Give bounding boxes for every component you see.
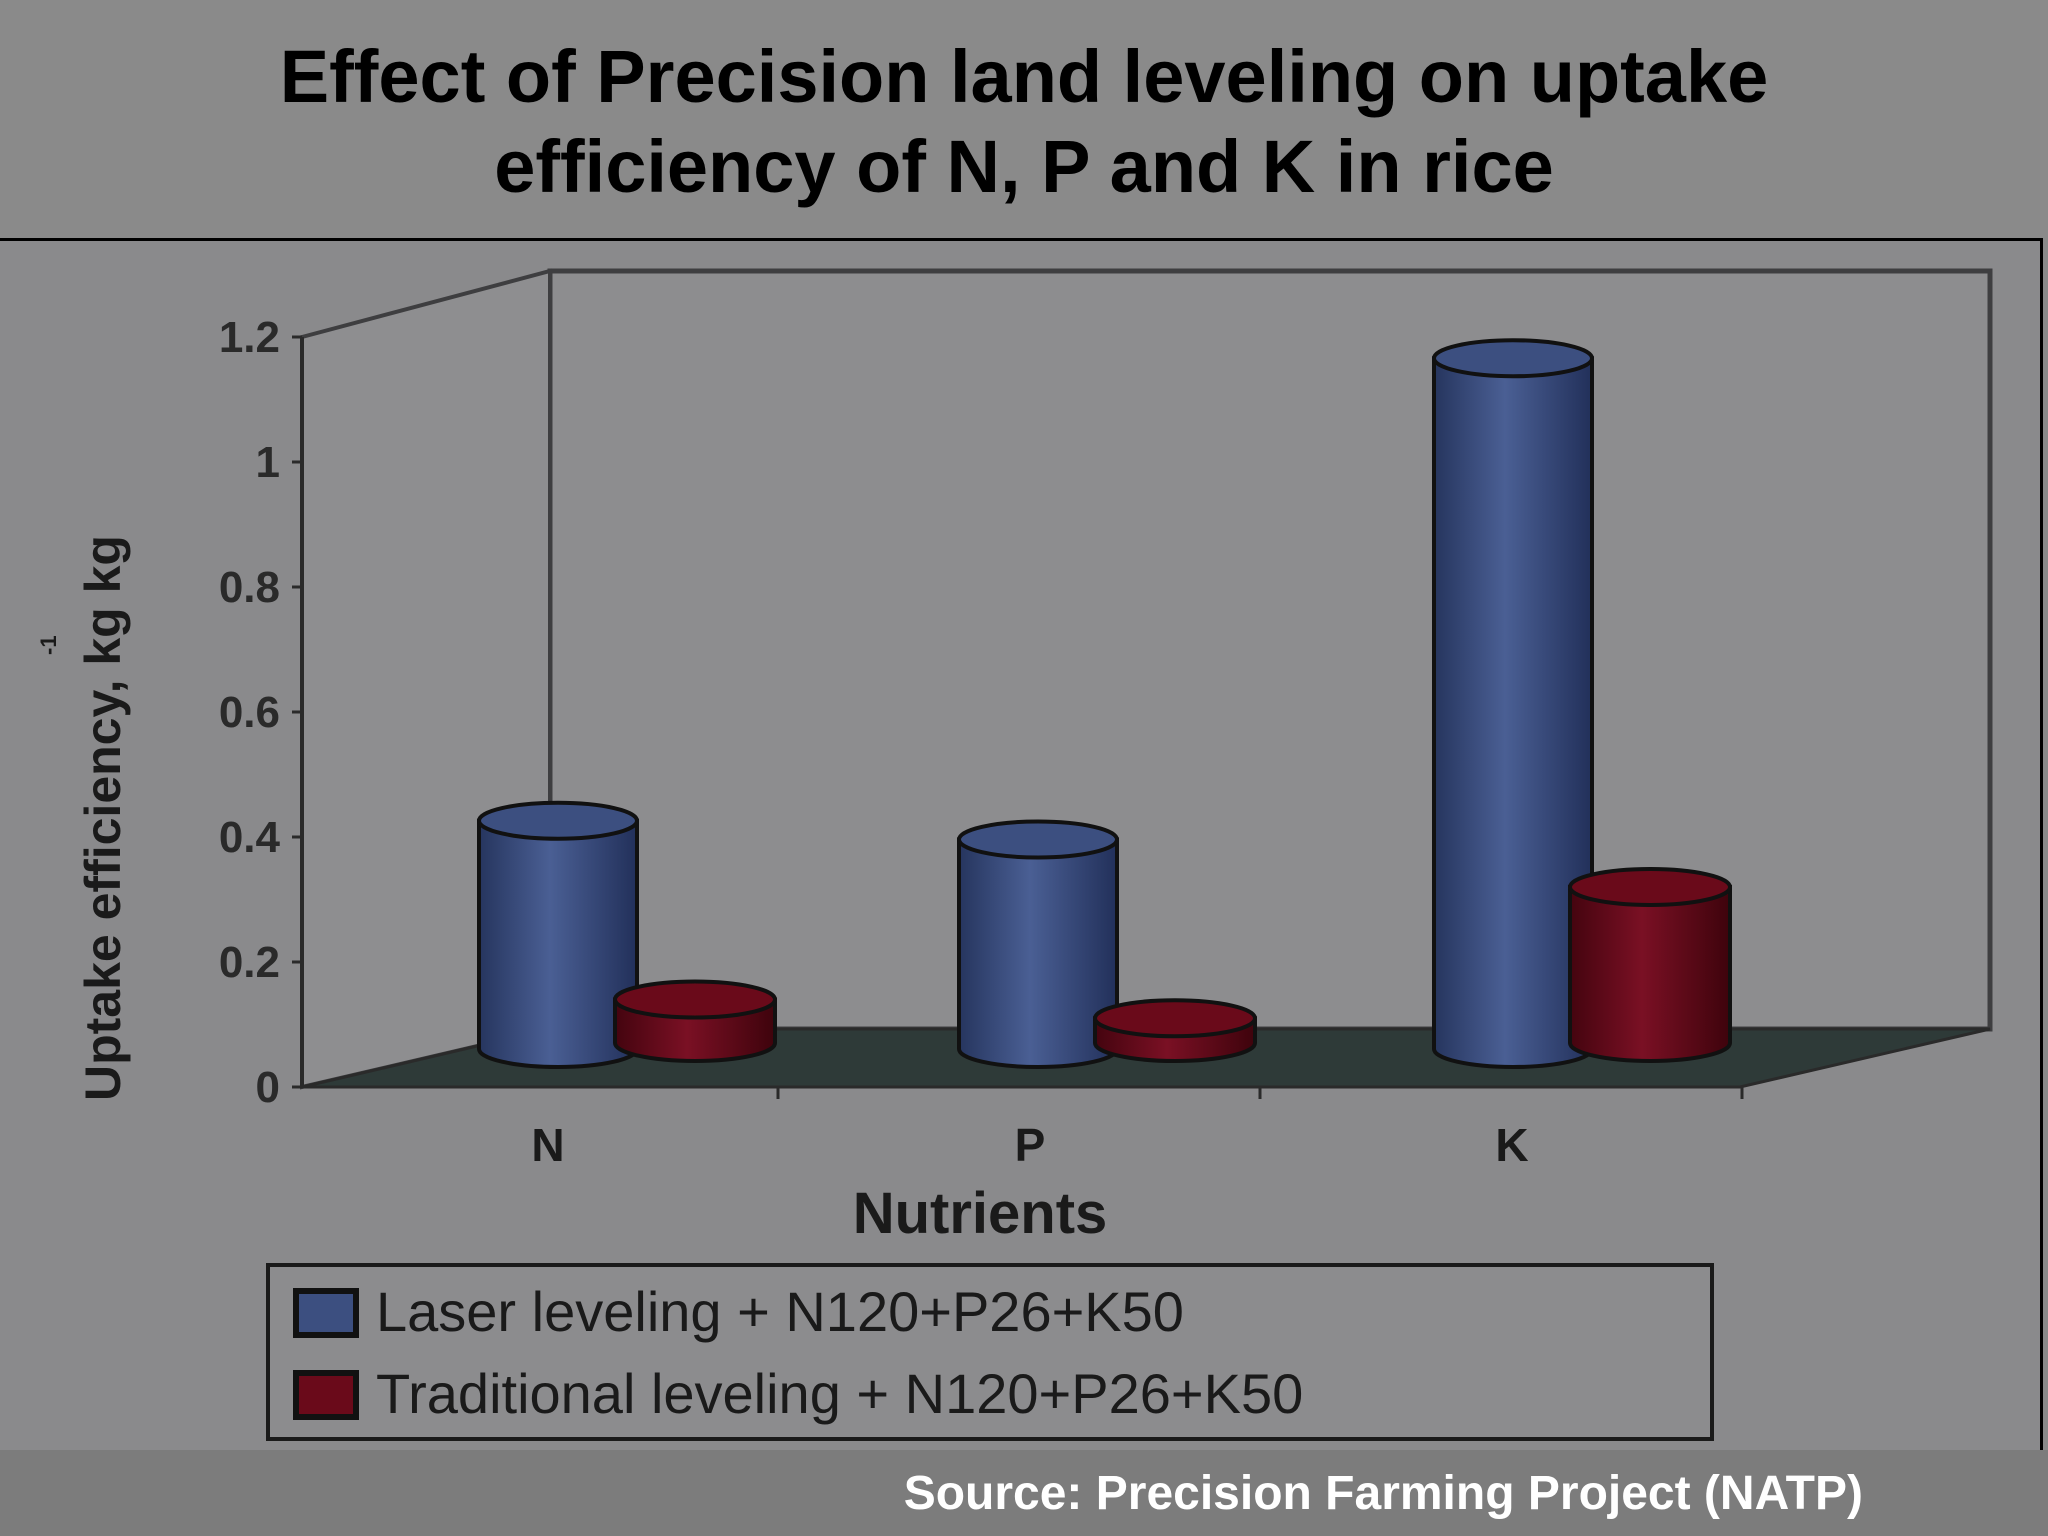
- y-axis-label: Uptake efficiency, kg kg: [75, 535, 131, 1101]
- y-tick-label: 1: [256, 438, 280, 487]
- bar-top: [957, 819, 1119, 860]
- bar-top: [613, 979, 777, 1020]
- y-tick-label: 0.8: [219, 563, 280, 612]
- slide-title: Effect of Precision land leveling on upt…: [0, 0, 2048, 240]
- legend-label: Laser leveling + N120+P26+K50: [376, 1280, 1184, 1343]
- title-line-1: Effect of Precision land leveling on upt…: [279, 35, 1769, 118]
- bar-K-1: [1568, 867, 1732, 1063]
- bar-top: [1568, 867, 1732, 907]
- bar-chart: 0 0.2 0.4 0.6 0.8 1 1.2 N P K Uptake efficiency,…: [36, 268, 1993, 1441]
- y-axis-ticks: 0 0.2 0.4 0.6 0.8 1 1.2: [219, 313, 302, 1112]
- y-tick-label: 0.6: [219, 688, 280, 737]
- chart-panel: 0 0.2 0.4 0.6 0.8 1 1.2 N P K Uptake efficiency,…: [0, 238, 2043, 1453]
- legend-label: Traditional leveling + N120+P26+K50: [376, 1362, 1303, 1425]
- legend-swatch: [293, 1370, 359, 1420]
- y-tick-label: 0: [256, 1063, 280, 1112]
- chart-legend: Laser leveling + N120+P26+K50 Traditional…: [266, 1263, 1714, 1441]
- x-axis-label: Nutrients: [853, 1181, 1108, 1246]
- title-line-2: efficiency of N, P and K in rice: [494, 125, 1554, 208]
- bar-N-1: [613, 979, 777, 1063]
- back-wall: [547, 268, 1993, 1032]
- bar-top: [1093, 998, 1257, 1039]
- bar-P-0: [957, 819, 1119, 1069]
- x-tick-label: P: [1015, 1119, 1046, 1171]
- bar-top: [1432, 338, 1594, 379]
- chart-bars: [477, 338, 1732, 1069]
- x-tick-label: N: [531, 1119, 564, 1171]
- source-bar: Source: Precision Farming Project (NATP): [0, 1450, 2048, 1536]
- bar-top: [477, 800, 639, 841]
- y-tick-label: 0.2: [219, 938, 280, 987]
- legend-box: [266, 1263, 1714, 1441]
- y-tick-label: 1.2: [219, 313, 280, 362]
- legend-swatch: [293, 1288, 359, 1338]
- x-tick-label: K: [1495, 1119, 1528, 1171]
- source-text: Source: Precision Farming Project (NATP): [903, 1467, 1863, 1520]
- bar-body: [1568, 885, 1732, 1063]
- bar-P-1: [1093, 998, 1257, 1063]
- y-axis-label-superscript: -1: [36, 635, 61, 655]
- y-tick-label: 0.4: [219, 813, 281, 862]
- chart-walls: [300, 268, 1993, 1090]
